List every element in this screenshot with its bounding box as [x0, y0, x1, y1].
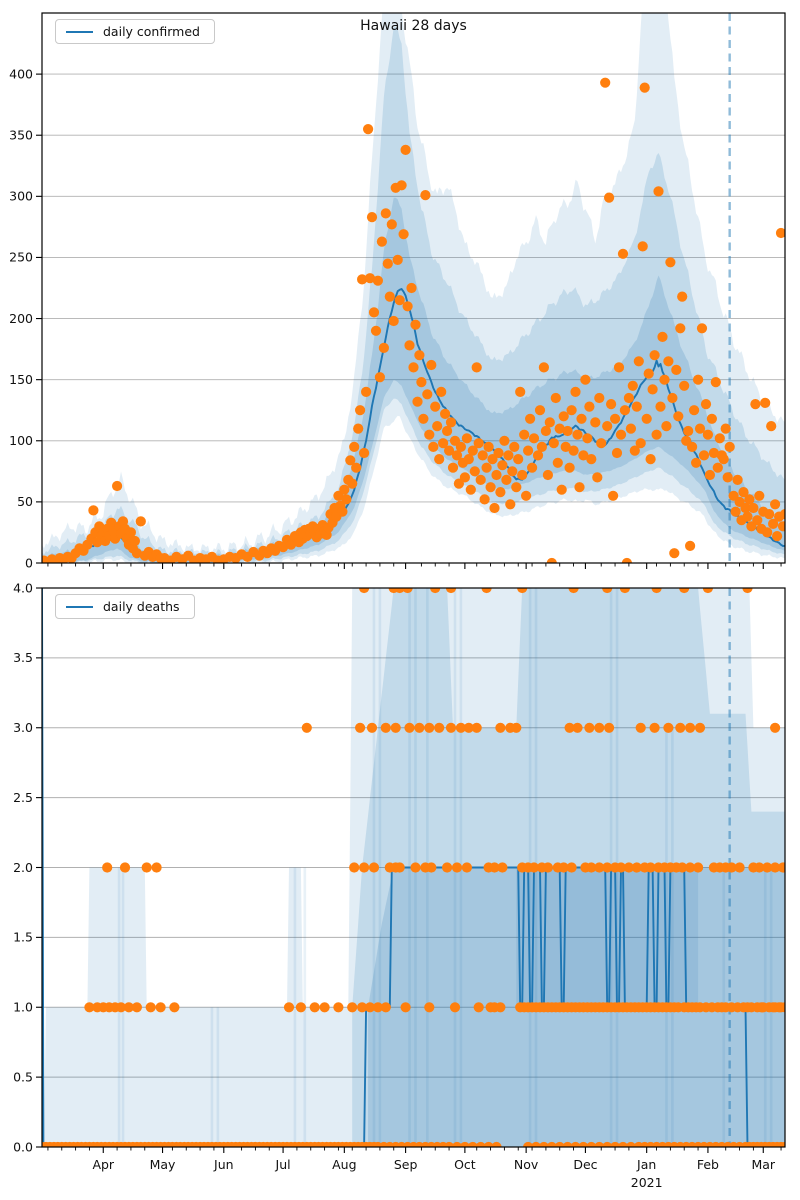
- legend-deaths-label: daily deaths: [103, 599, 180, 614]
- chart-title: Hawaii 28 days: [360, 18, 467, 34]
- uncertainty-bands: [42, 13, 785, 563]
- svg-text:400: 400: [9, 66, 33, 81]
- svg-text:200: 200: [9, 311, 33, 326]
- svg-text:Apr: Apr: [92, 1157, 114, 1172]
- svg-text:2.5: 2.5: [13, 790, 33, 805]
- svg-text:1.0: 1.0: [13, 1000, 33, 1015]
- svg-text:4.0: 4.0: [13, 580, 33, 595]
- svg-text:0.0: 0.0: [13, 1139, 33, 1154]
- svg-text:Nov: Nov: [514, 1157, 539, 1172]
- legend-line-sample-icon: [66, 30, 93, 33]
- legend-deaths: daily deaths: [55, 594, 195, 619]
- y-axis: 0 50 100 150 200 250 300 350 400: [9, 66, 42, 570]
- svg-text:Dec: Dec: [573, 1157, 597, 1172]
- y-axis: 0.0 0.5 1.0 1.5 2.0 2.5 3.0 3.5 4.0: [13, 580, 42, 1154]
- svg-text:Aug: Aug: [332, 1157, 356, 1172]
- svg-text:100: 100: [9, 433, 33, 448]
- band-middle: [42, 26, 785, 563]
- confirmed-scatter: [42, 77, 785, 563]
- svg-text:250: 250: [9, 250, 33, 265]
- svg-text:3.5: 3.5: [13, 650, 33, 665]
- plot-frame: [41, 12, 786, 564]
- svg-text:300: 300: [9, 189, 33, 204]
- svg-text:Mar: Mar: [751, 1157, 775, 1172]
- x-axis: [47, 563, 782, 569]
- svg-text:0.5: 0.5: [13, 1069, 33, 1084]
- svg-text:Oct: Oct: [454, 1157, 476, 1172]
- legend-confirmed: daily confirmed: [55, 19, 215, 44]
- legend-line-sample-icon: [66, 605, 93, 608]
- svg-text:3.0: 3.0: [13, 720, 33, 735]
- svg-text:Jan: Jan: [636, 1157, 656, 1172]
- svg-text:1.5: 1.5: [13, 930, 33, 945]
- year-label: 2021: [631, 1175, 663, 1190]
- svg-text:0: 0: [25, 555, 33, 570]
- deaths-scatter: [42, 588, 785, 1147]
- confirmed-chart: 0 50 100 150 200 250 300 350 400: [9, 12, 786, 570]
- svg-text:150: 150: [9, 372, 33, 387]
- svg-text:Feb: Feb: [697, 1157, 719, 1172]
- legend-confirmed-label: daily confirmed: [103, 24, 200, 39]
- band-inner: [42, 197, 785, 563]
- svg-text:Jun: Jun: [213, 1157, 234, 1172]
- svg-text:Jul: Jul: [275, 1157, 291, 1172]
- grid-lines: [42, 73, 785, 564]
- svg-text:2.0: 2.0: [13, 860, 33, 875]
- svg-text:50: 50: [17, 494, 33, 509]
- svg-text:May: May: [150, 1157, 176, 1172]
- x-axis: Apr May Jun Jul Aug Sep Oct Nov Dec Jan 2021 Feb Mar: [47, 1147, 782, 1190]
- svg-text:Sep: Sep: [394, 1157, 418, 1172]
- svg-text:350: 350: [9, 128, 33, 143]
